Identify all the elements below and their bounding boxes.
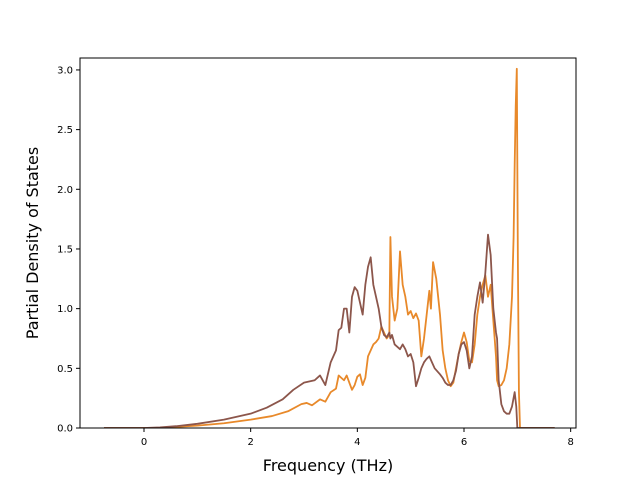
y-tick-label: 0.0 [57, 424, 73, 435]
plot-frame [79, 57, 577, 429]
y-tick-label: 3.0 [57, 65, 73, 76]
plot-lines [104, 67, 555, 428]
y-tick-label: 2.0 [57, 185, 73, 196]
x-tick-label: 8 [567, 437, 573, 448]
y-axis-label: Partial Density of States [23, 147, 42, 339]
x-axis-label: Frequency (THz) [263, 456, 393, 475]
x-tick-label: 0 [141, 437, 147, 448]
y-axis-ticks: 0.0 0.5 1.0 1.5 2.0 2.5 3.0 [57, 65, 80, 435]
x-tick-label: 2 [247, 437, 253, 448]
series-line-1 [104, 67, 555, 428]
y-tick-label: 0.5 [57, 364, 73, 375]
x-tick-label: 4 [354, 437, 360, 448]
series-line-2 [104, 233, 555, 428]
x-axis-ticks: 0 2 4 6 8 [141, 428, 574, 448]
y-tick-label: 1.0 [57, 304, 73, 315]
x-tick-label: 6 [461, 437, 467, 448]
y-tick-label: 1.5 [57, 244, 73, 255]
y-tick-label: 2.5 [57, 125, 73, 136]
